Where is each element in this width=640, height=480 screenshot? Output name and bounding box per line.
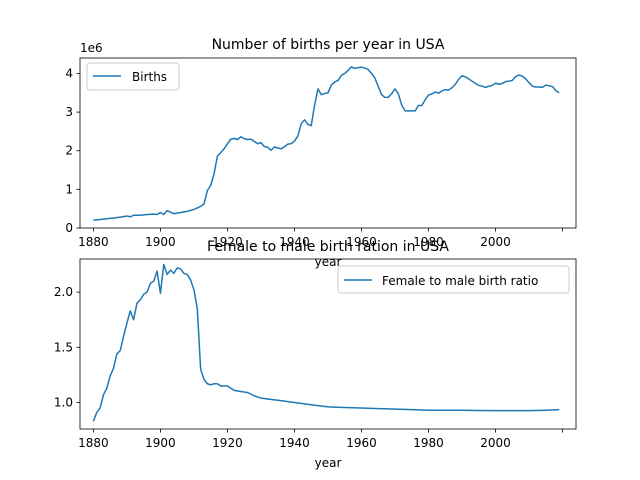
births-y-tick-label: 1: [65, 182, 73, 196]
ratio-axes-frame: [79, 258, 577, 430]
ratio-x-tick-label: 1980: [413, 436, 444, 450]
births-x-tick-label: 1900: [145, 235, 176, 249]
births-x-tick-label: 1960: [346, 235, 377, 249]
ratio-legend-box: [337, 265, 570, 294]
births-y-tick-label: 4: [65, 66, 73, 80]
ratio-y-tick-label: 1.5: [54, 340, 73, 354]
ratio-x-tick-label: 2000: [480, 436, 511, 450]
births-x-tick-label: 1920: [212, 235, 243, 249]
births-x-tick-label: 1940: [279, 235, 310, 249]
births-offset-label: 1e6: [80, 41, 103, 55]
births-series-line-0: [93, 66, 560, 222]
ratio-x-tick-label: 1920: [212, 436, 243, 450]
births-plot-area: 1880 1900 1920 1940 1960 1980 2000 0 1 2 3 4: [65, 57, 577, 249]
ratio-plot-area: 1880 1900 1920 1940 1960 1980 2000 1.0 1.5 2.0: [54, 258, 577, 450]
ratio-y-tick-label: 2.0: [54, 285, 73, 299]
ratio-legend: Female to male birth ratio: [337, 265, 570, 294]
ratio-chart: 1880 1900 1920 1940 1960 1980 2000 1.0 1.5 2.0 Fe…: [54, 239, 577, 470]
ratio-x-tick-label: 1960: [346, 436, 377, 450]
births-y-tick-label: 0: [65, 221, 73, 235]
births-y-tick-label: 2: [65, 144, 73, 158]
ratio-x-axis-label: year: [315, 456, 342, 470]
births-chart: 1880 1900 1920 1940 1960 1980 2000 0 1 2 3 4 Number…: [65, 37, 577, 269]
births-chart-title: Number of births per year in USA: [212, 37, 445, 53]
births-legend-box: [86, 62, 180, 91]
ratio-x-tick-label: 1940: [279, 436, 310, 450]
births-legend: Births: [86, 62, 180, 91]
births-legend-label: Births: [132, 70, 167, 84]
ratio-legend-label: Female to male birth ratio: [382, 274, 538, 288]
births-x-tick-label: 2000: [480, 235, 511, 249]
ratio-series-line-0: [92, 263, 560, 422]
ratio-y-tick-label: 1.0: [54, 396, 73, 410]
ratio-x-tick-label: 1900: [145, 436, 176, 450]
births-y-tick-label: 3: [65, 105, 73, 119]
births-x-tick-label: 1880: [78, 235, 109, 249]
births-x-axis-label: year: [315, 255, 342, 269]
births-axes-frame: [79, 57, 577, 229]
ratio-chart-title: Female to male birth ration in USA: [207, 239, 449, 255]
ratio-x-tick-label: 1880: [78, 436, 109, 450]
births-x-tick-label: 1980: [413, 235, 444, 249]
